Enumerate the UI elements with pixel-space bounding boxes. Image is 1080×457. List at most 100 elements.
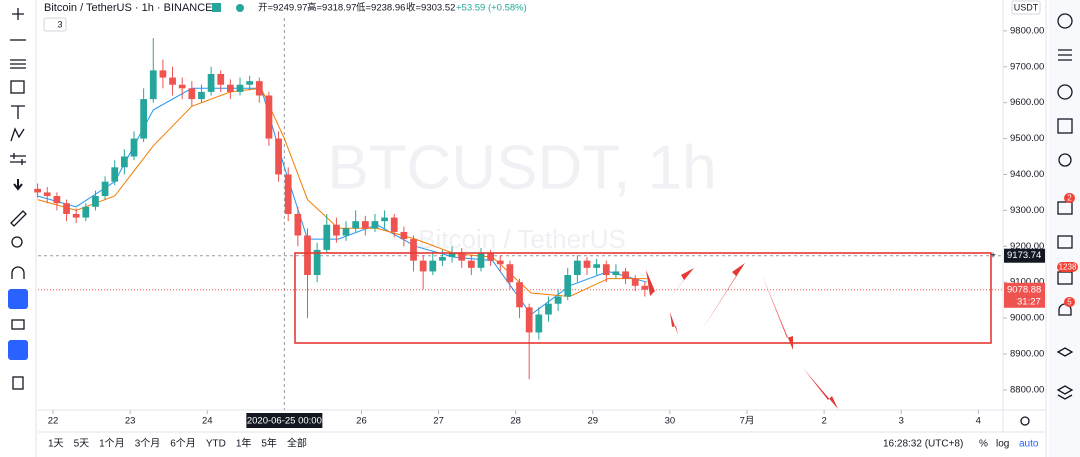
candle-body xyxy=(419,260,427,272)
candle-body xyxy=(545,303,552,315)
candle-body xyxy=(573,260,581,276)
range-button[interactable]: 5天 xyxy=(74,439,90,450)
magnet-tool[interactable] xyxy=(11,266,25,279)
ohlc-low: 低=9238.96 xyxy=(356,2,405,14)
chat[interactable] xyxy=(1057,201,1073,215)
candle-body xyxy=(352,221,360,229)
candle-body xyxy=(43,192,51,197)
y-tick-label: 9300.00 xyxy=(1010,205,1044,216)
last-price-box xyxy=(1004,282,1045,308)
indicator-count: 3 xyxy=(57,19,62,29)
draw-mode[interactable] xyxy=(8,289,28,309)
change: +53.59 (+0.58%) xyxy=(456,3,527,14)
range-button[interactable]: 1个月 xyxy=(99,438,125,450)
candle-body xyxy=(400,231,408,240)
candle-body xyxy=(313,249,321,276)
candle-body xyxy=(159,70,167,78)
candle-body xyxy=(284,174,292,214)
ruler-tool[interactable] xyxy=(10,210,27,227)
currency: USDT xyxy=(1014,2,1039,12)
calendar[interactable] xyxy=(1057,118,1073,134)
candle-body xyxy=(140,99,148,139)
candle-body xyxy=(265,95,273,139)
badge xyxy=(1064,193,1075,203)
watchlist[interactable] xyxy=(1058,49,1072,61)
bottom-bar: 16:28:32 (UTC+8) % log auto 1天 5天 1个月 3个月 6个… xyxy=(48,437,1039,450)
candle-body xyxy=(275,138,282,175)
range-button[interactable]: 3个月 xyxy=(135,438,161,450)
range-button[interactable]: 6个月 xyxy=(170,438,196,450)
arrow xyxy=(668,268,694,300)
zoom-tool[interactable] xyxy=(11,236,23,248)
data-window[interactable] xyxy=(1057,84,1073,100)
pattern-tool[interactable] xyxy=(10,127,25,142)
log-toggle[interactable]: log xyxy=(996,439,1009,450)
candle-body xyxy=(390,217,398,232)
streams[interactable] xyxy=(1057,235,1073,249)
crosshair-tool[interactable] xyxy=(12,8,24,20)
y-tick-label: 8800.00 xyxy=(1010,384,1044,395)
candle-body xyxy=(525,307,533,333)
left-toolbar xyxy=(8,0,37,457)
indicator-toggle[interactable] xyxy=(43,17,67,32)
watermark-subtitle: Bitcoin / TetherUS xyxy=(418,224,626,254)
range-button[interactable]: YTD xyxy=(206,439,226,450)
candle-body xyxy=(323,224,331,250)
candle-body xyxy=(429,260,437,272)
candle-body xyxy=(631,278,639,286)
y-tick-label: 9700.00 xyxy=(1010,61,1044,72)
candle-body xyxy=(361,221,369,229)
candle-body xyxy=(554,296,562,304)
trash-tool[interactable] xyxy=(12,376,24,390)
right-toolbar: 2 1238 5 xyxy=(1045,0,1080,457)
x-tick-label: 27 xyxy=(433,416,444,427)
y-tick-label: 9000.00 xyxy=(1010,313,1044,324)
range-button[interactable]: 全部 xyxy=(287,437,307,450)
candle-body xyxy=(583,260,591,268)
percent-toggle[interactable]: % xyxy=(979,439,988,450)
ohlc-close: 收=9303.52 xyxy=(406,2,455,14)
text-tool[interactable] xyxy=(11,105,25,119)
candle-body xyxy=(439,257,446,261)
lock-tool[interactable] xyxy=(11,319,25,330)
crosshair-plus: + xyxy=(990,250,996,261)
auto-toggle[interactable]: auto xyxy=(1019,439,1039,450)
range-button[interactable]: 5年 xyxy=(261,437,277,450)
settings[interactable] xyxy=(1020,416,1030,426)
badge xyxy=(1057,262,1078,272)
candle-body xyxy=(227,84,234,92)
hide-tool[interactable] xyxy=(8,340,28,360)
prediction-tool[interactable] xyxy=(10,153,26,165)
layers-2[interactable] xyxy=(1056,385,1074,400)
range-button[interactable]: 1天 xyxy=(48,439,64,450)
arrow-tool[interactable] xyxy=(13,179,23,191)
axes-frame: USDT xyxy=(38,0,1046,433)
ideas[interactable] xyxy=(1058,153,1072,167)
candle-body xyxy=(458,253,466,261)
candle-body xyxy=(188,88,196,100)
market-open xyxy=(212,3,221,12)
badge-text: 1238 xyxy=(1059,263,1077,272)
y-tick-label: 9100.00 xyxy=(1010,277,1044,288)
alarm[interactable] xyxy=(1057,13,1073,29)
candle-body xyxy=(111,167,119,182)
shape-tool[interactable] xyxy=(10,80,25,94)
ohlc-open: 开=9249.97 xyxy=(258,3,307,14)
candle-body xyxy=(178,84,186,89)
candle-body xyxy=(82,206,90,218)
layers[interactable] xyxy=(1056,347,1074,357)
x-tick-label: 23 xyxy=(125,416,136,427)
fib-tool[interactable] xyxy=(10,59,26,69)
candle-body xyxy=(63,203,70,214)
range-button[interactable]: 1年 xyxy=(236,437,252,450)
x-tick-label: 2 xyxy=(821,416,826,427)
candle-body xyxy=(120,156,128,168)
moving-average xyxy=(37,87,647,298)
candle-body xyxy=(207,73,215,92)
candle-body xyxy=(496,260,504,265)
header: Bitcoin / TetherUS · 1h · BINANCE 开=9249… xyxy=(38,0,678,32)
x-tick-label: 28 xyxy=(510,416,521,427)
candle-body xyxy=(448,253,456,258)
candle-body xyxy=(410,239,417,261)
candle-body xyxy=(34,188,41,193)
